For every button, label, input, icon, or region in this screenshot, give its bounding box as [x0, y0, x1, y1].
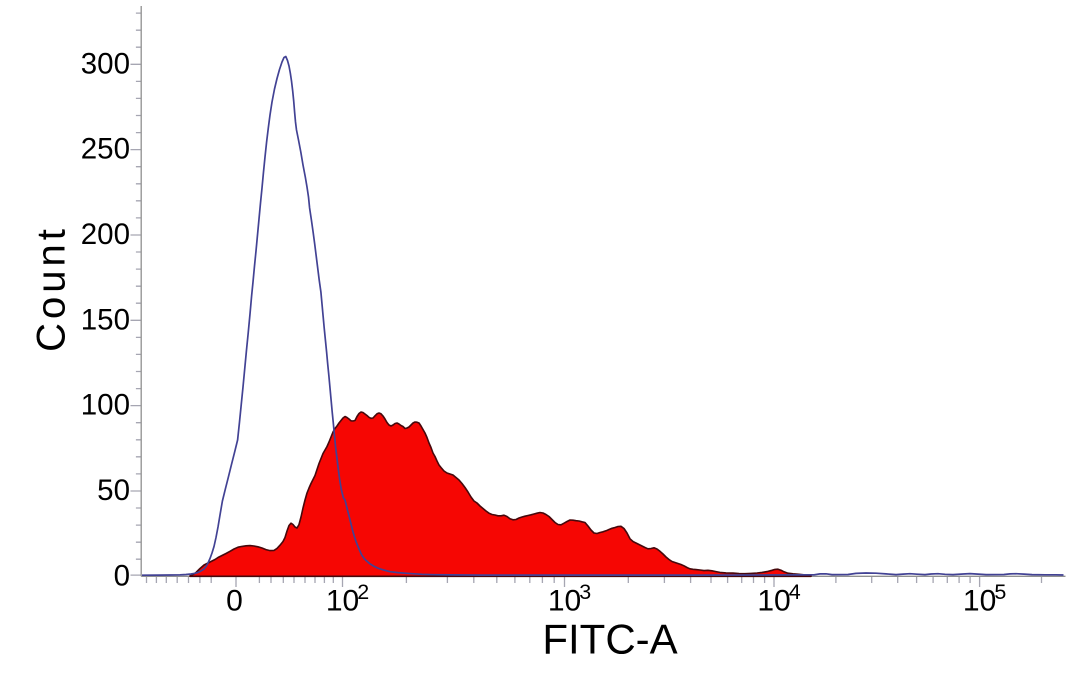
svg-text:2: 2: [357, 580, 369, 604]
svg-text:FITC-A: FITC-A: [542, 616, 677, 663]
svg-text:50: 50: [97, 474, 130, 507]
svg-text:10: 10: [963, 584, 996, 617]
svg-text:10: 10: [757, 584, 790, 617]
svg-text:3: 3: [579, 580, 591, 604]
svg-text:200: 200: [81, 218, 130, 251]
svg-text:4: 4: [789, 580, 801, 604]
svg-text:300: 300: [81, 47, 130, 80]
svg-text:10: 10: [548, 584, 581, 617]
svg-text:0: 0: [114, 559, 130, 592]
svg-text:10: 10: [326, 584, 359, 617]
svg-text:250: 250: [81, 133, 130, 166]
svg-text:0: 0: [226, 584, 243, 617]
svg-text:5: 5: [994, 580, 1006, 604]
svg-text:150: 150: [81, 303, 130, 336]
svg-text:100: 100: [81, 389, 130, 422]
svg-text:Count: Count: [30, 225, 74, 352]
